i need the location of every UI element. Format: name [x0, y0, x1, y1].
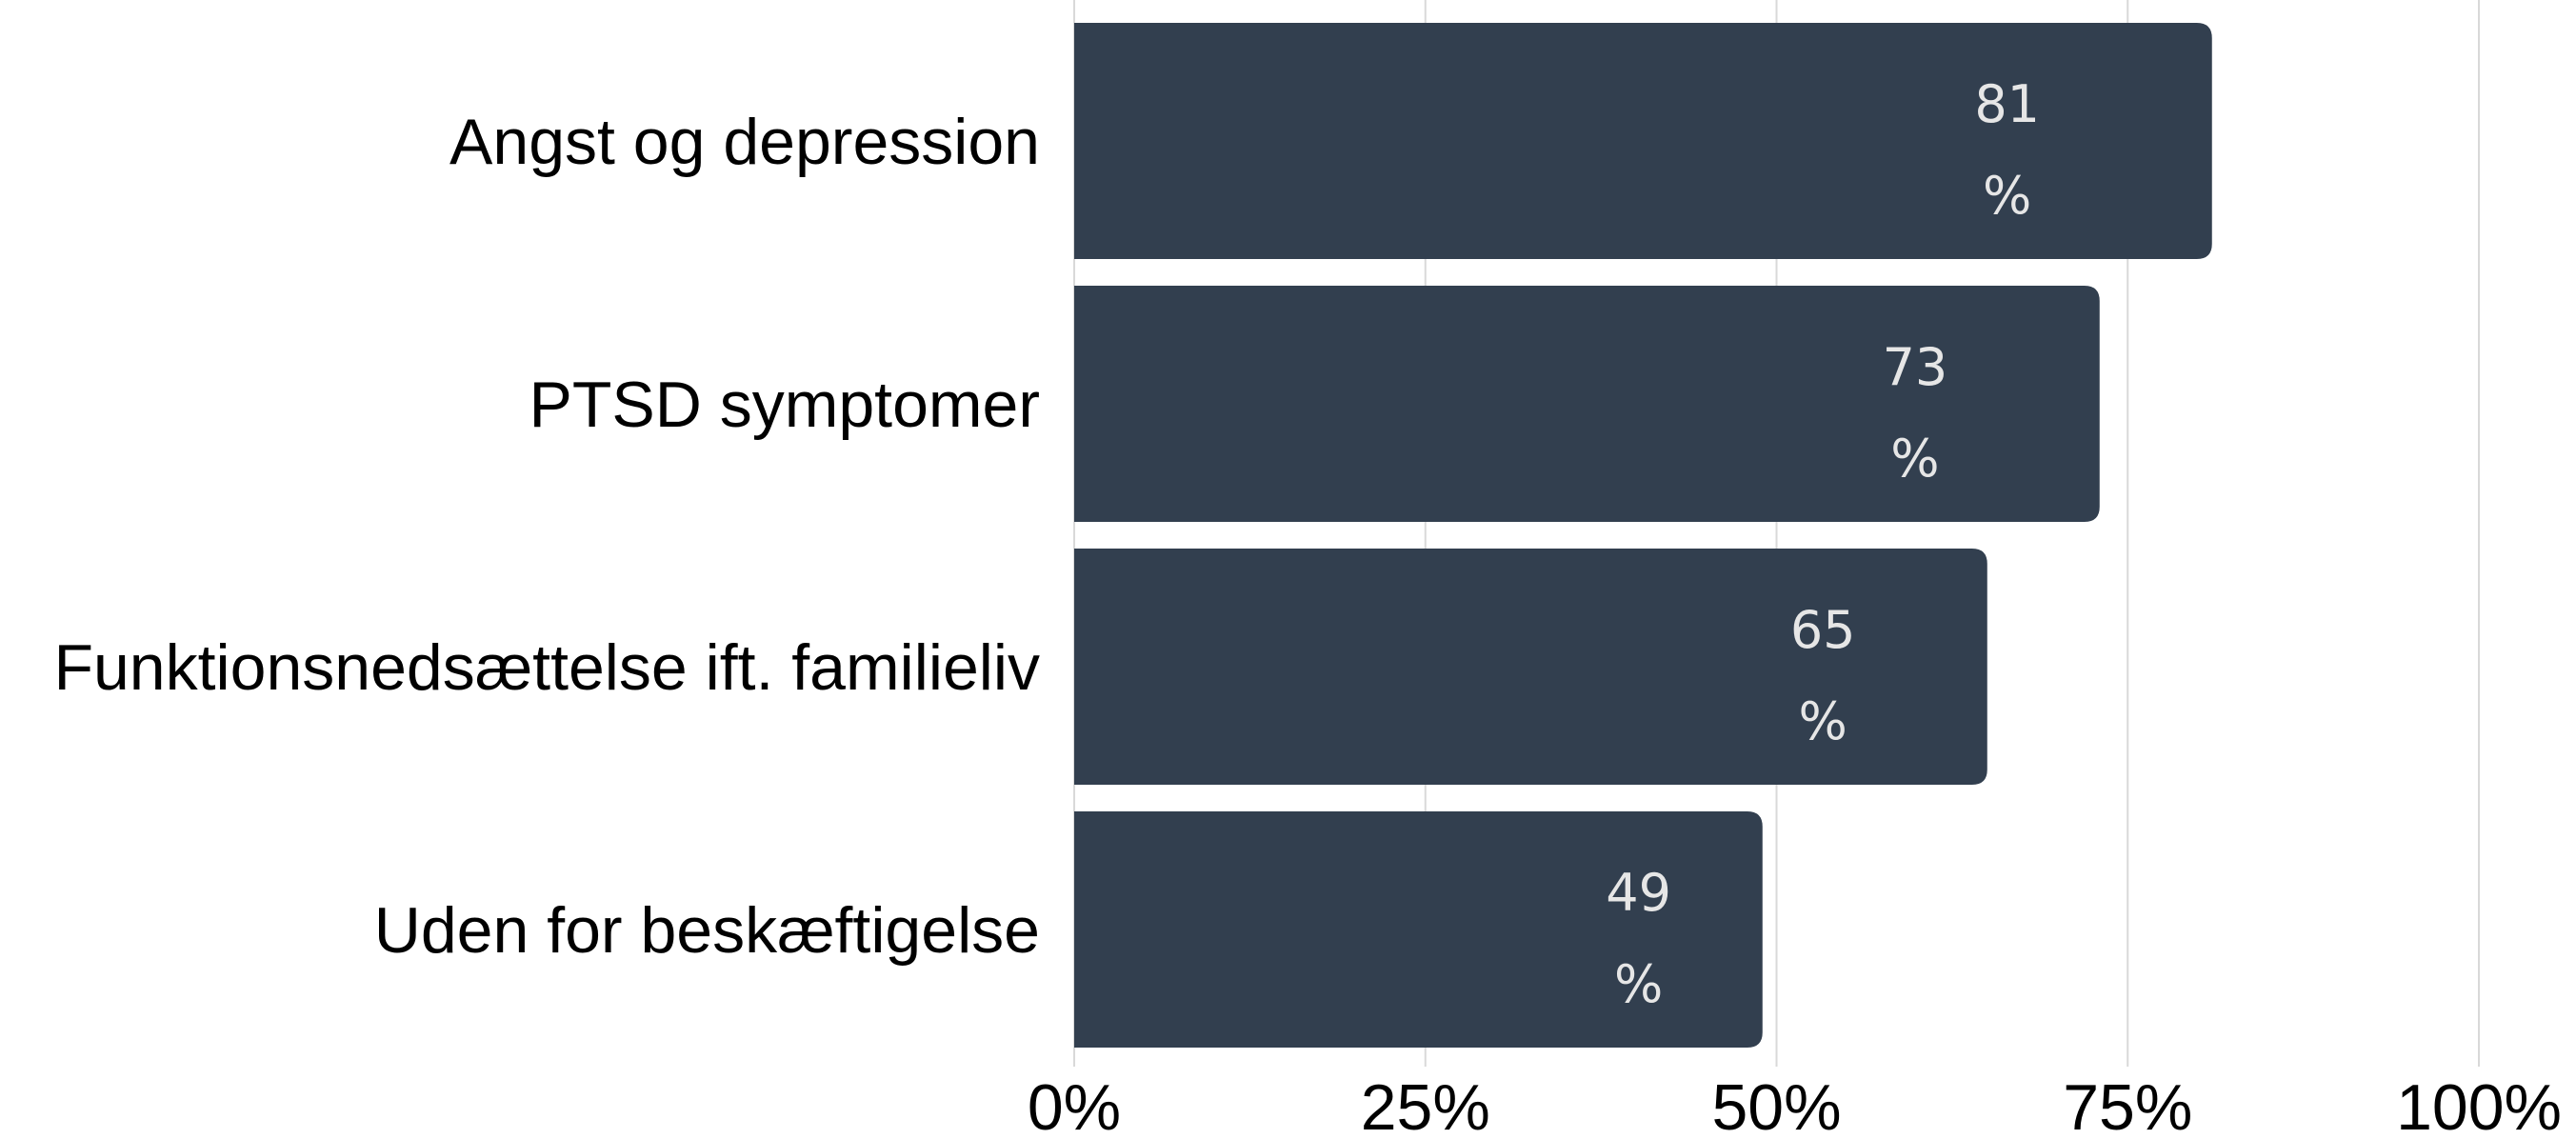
category-labels: Angst og depression PTSD symptomer Funktio… [53, 106, 1040, 967]
bars [1074, 23, 2212, 1048]
x-tick-label-50: 50% [1711, 1071, 1841, 1139]
category-label-4: Uden for beskæftigelse [374, 894, 1040, 967]
data-label-1: 81 [1974, 74, 2040, 134]
x-tick-label-75: 75% [2063, 1071, 2192, 1139]
data-label-2: 73 [1883, 337, 1948, 397]
data-label-4: 49 [1606, 863, 1671, 923]
category-label-2: PTSD symptomer [529, 369, 1040, 441]
category-label-3: Funktionsnedsættelse ift. familieliv [53, 631, 1040, 704]
data-label-suffix-4: % [1614, 954, 1663, 1014]
category-label-1: Angst og depression [449, 106, 1040, 178]
data-label-suffix-3: % [1799, 691, 1847, 751]
x-tick-label-100: 100% [2396, 1071, 2562, 1139]
bar-4 [1074, 811, 1763, 1048]
data-label-suffix-1: % [1983, 166, 2031, 226]
x-axis-tick-labels: 0% 25% 50% 75% 100% [1028, 1071, 2562, 1139]
data-labels: 81% 73% 65% 49% [1606, 74, 2040, 1014]
bar-1 [1074, 23, 2212, 259]
data-label-3: 65 [1790, 600, 1856, 660]
x-tick-label-0: 0% [1028, 1071, 1121, 1139]
bar-3 [1074, 549, 1987, 785]
bar-2 [1074, 286, 2100, 522]
data-label-suffix-2: % [1890, 429, 1939, 489]
x-tick-label-25: 25% [1361, 1071, 1490, 1139]
